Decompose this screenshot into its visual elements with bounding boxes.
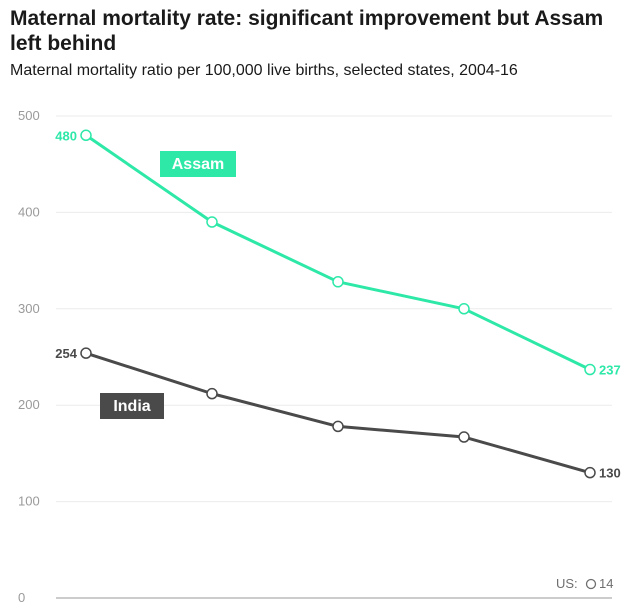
series-layer: 480 237 Assam 254 130 India	[55, 128, 620, 480]
series-india: 254 130 India	[55, 346, 620, 481]
data-point-assam	[584, 363, 596, 376]
y-tick-label: 100	[18, 494, 40, 509]
reference-note: US: 14	[556, 576, 613, 591]
y-tick-label: 200	[18, 397, 40, 412]
y-tick-label: 0	[18, 590, 25, 604]
data-point-assam	[206, 216, 218, 228]
data-point-india	[206, 387, 218, 400]
legend-label-india: India	[113, 398, 150, 415]
data-point-india	[458, 431, 470, 443]
y-tick-label: 500	[18, 108, 40, 123]
chart-subtitle: Maternal mortality ratio per 100,000 liv…	[10, 62, 518, 79]
data-point-india	[332, 420, 344, 433]
y-tick-label: 300	[18, 301, 40, 316]
data-label-end-assam: 237	[599, 363, 621, 378]
legend-badge-india	[100, 393, 164, 419]
chart-title: Maternal mortality rate: significant imp…	[10, 7, 604, 55]
data-point-assam	[332, 276, 344, 288]
reference-label: US:	[556, 576, 578, 591]
legend-label-assam: Assam	[172, 156, 224, 173]
y-tick-label: 400	[18, 204, 40, 219]
data-point-india	[584, 466, 596, 479]
legend-badge-assam	[160, 151, 236, 177]
series-assam: 480 237 Assam	[55, 128, 620, 377]
data-point-assam	[80, 129, 92, 142]
data-point-assam	[458, 303, 470, 315]
data-label-end-india: 130	[599, 466, 621, 481]
reference-marker-icon	[585, 578, 597, 590]
data-label-start-india: 254	[55, 346, 77, 361]
y-axis: 0 100 200 300 400 500	[18, 108, 40, 604]
data-label-start-assam: 480	[55, 128, 77, 143]
data-point-india	[80, 347, 92, 359]
reference-value: 14	[599, 576, 613, 591]
